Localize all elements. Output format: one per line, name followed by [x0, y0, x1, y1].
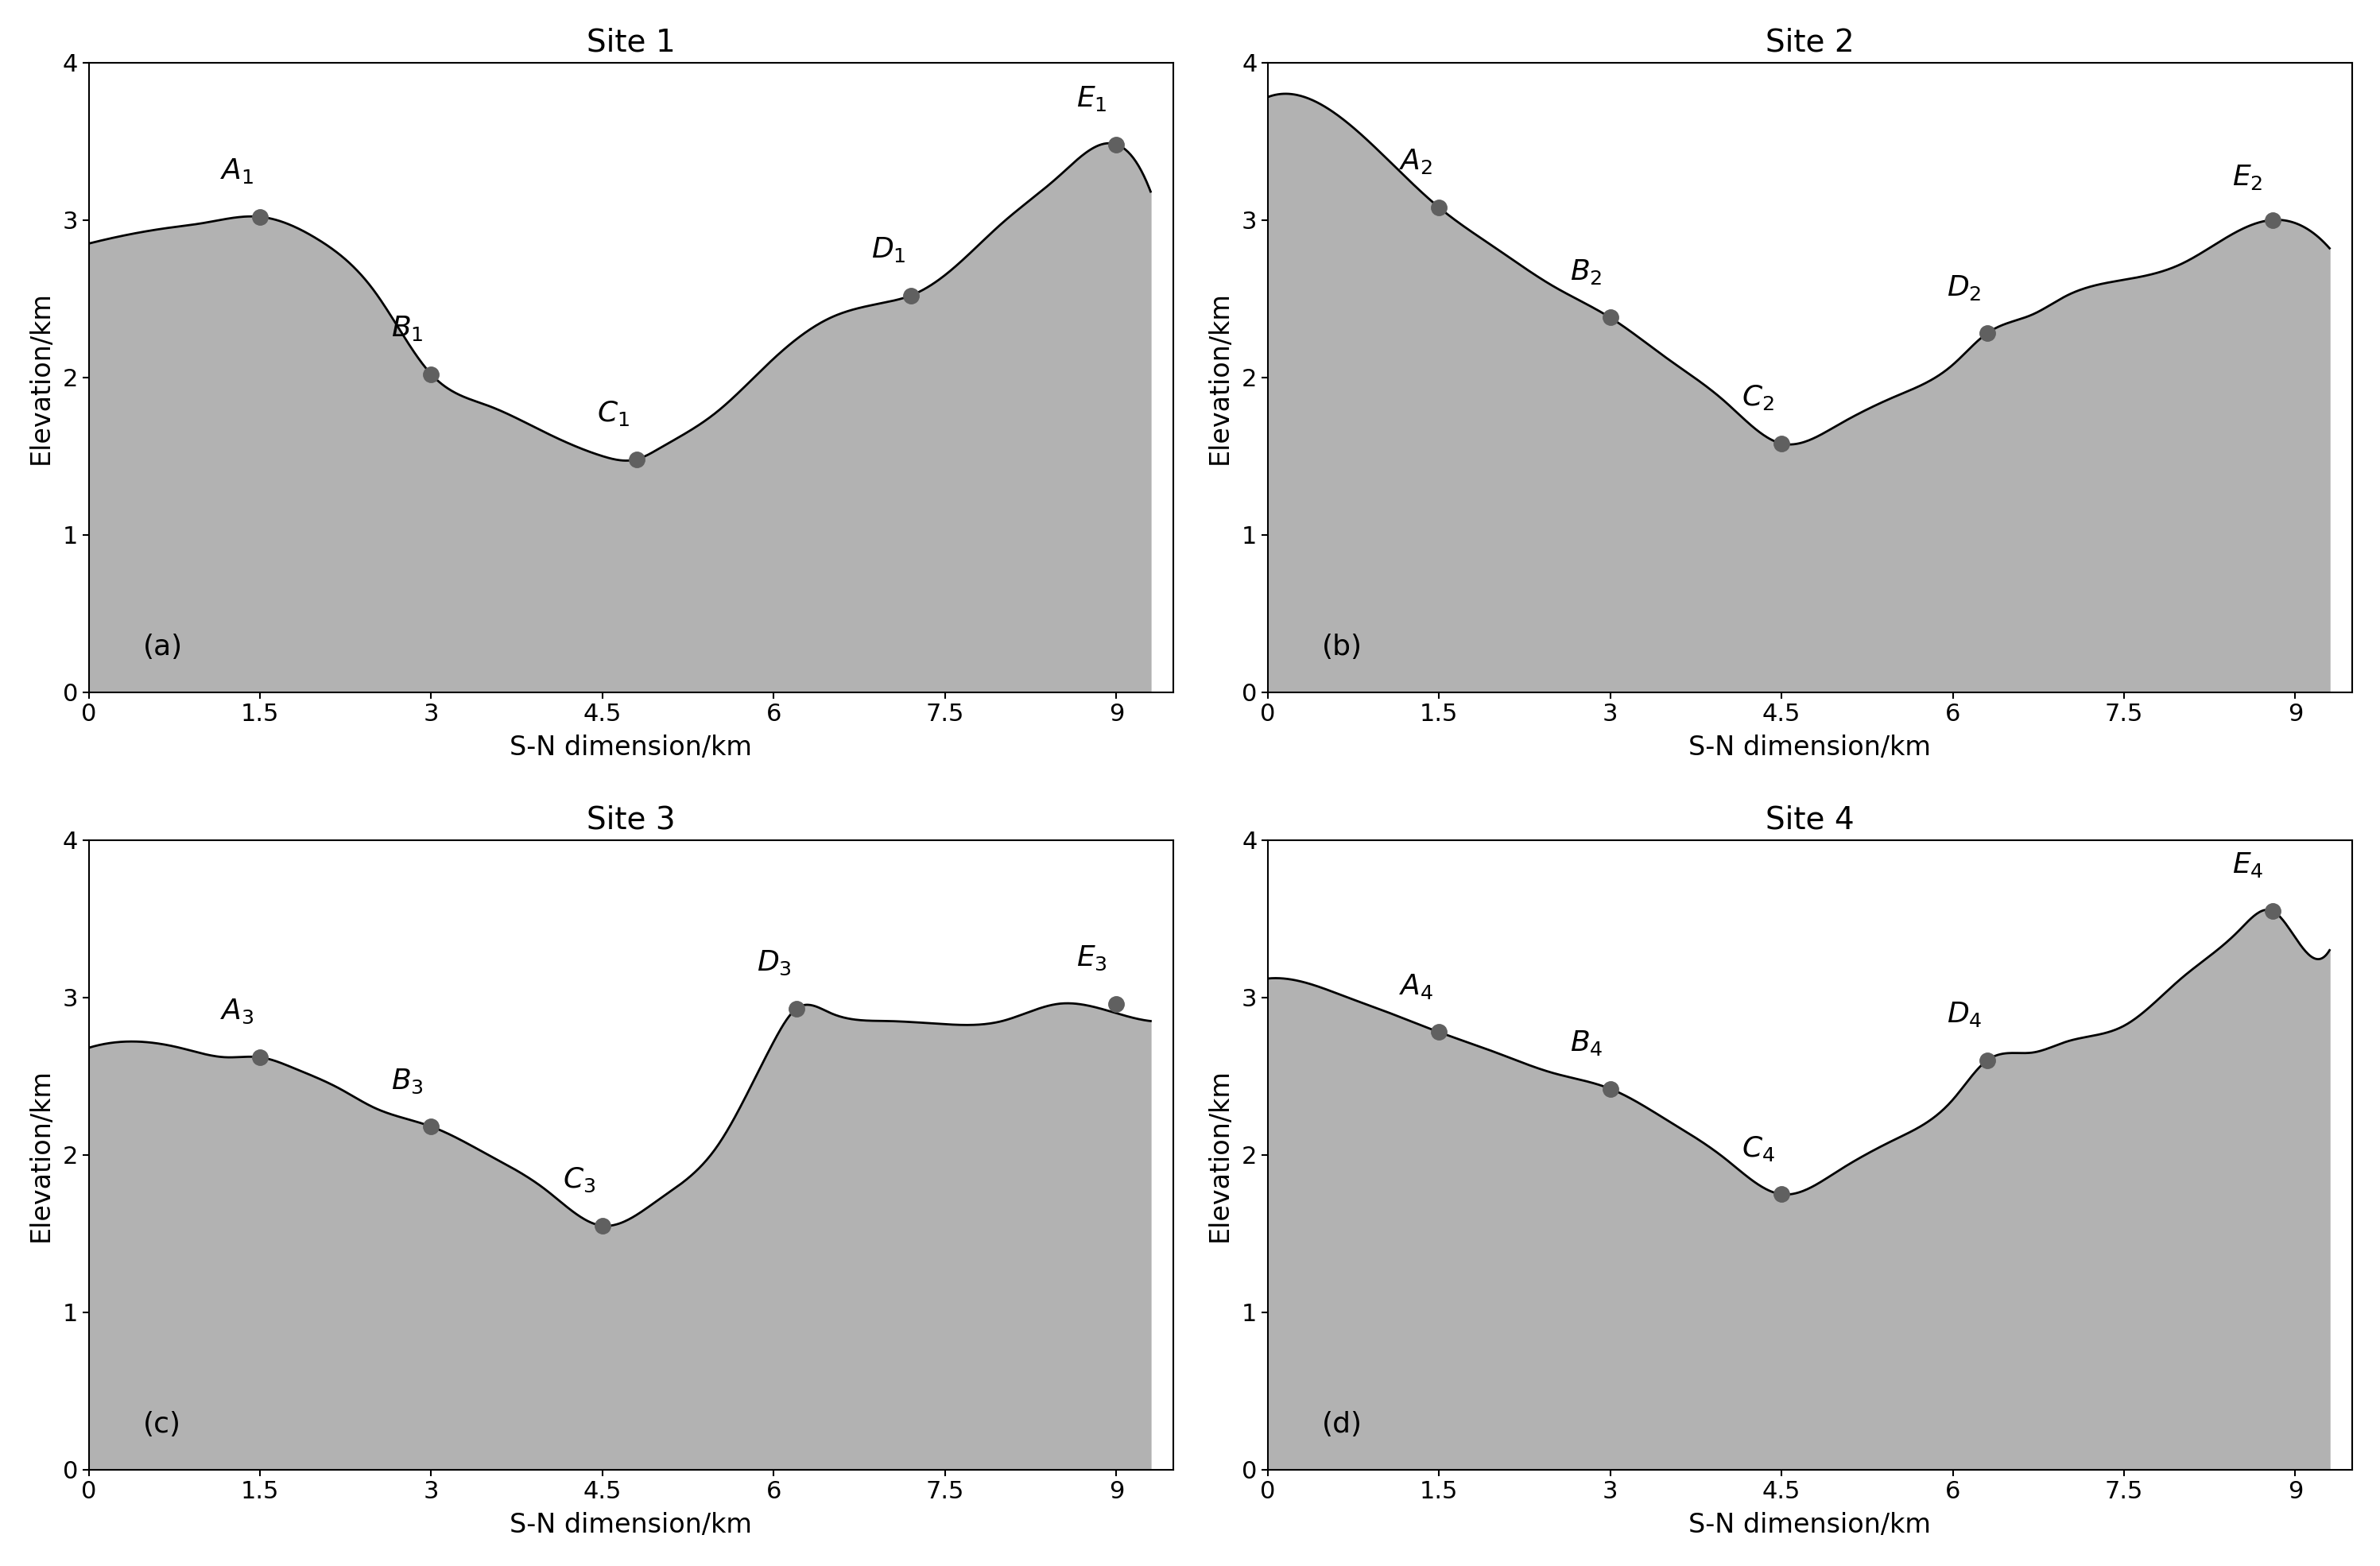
X-axis label: S-N dimension/km: S-N dimension/km	[1690, 1513, 1930, 1538]
Text: $E_{1}$: $E_{1}$	[1076, 85, 1107, 113]
Text: $D_{2}$: $D_{2}$	[1947, 272, 1983, 302]
Text: $C_{1}$: $C_{1}$	[597, 399, 628, 428]
Y-axis label: Elevation/km: Elevation/km	[29, 291, 55, 464]
Text: $A_{4}$: $A_{4}$	[1399, 972, 1433, 1001]
Text: $B_{1}$: $B_{1}$	[390, 315, 424, 343]
X-axis label: S-N dimension/km: S-N dimension/km	[509, 1513, 752, 1538]
Text: $B_{2}$: $B_{2}$	[1571, 257, 1602, 287]
Title: Site 2: Site 2	[1766, 28, 1854, 58]
X-axis label: S-N dimension/km: S-N dimension/km	[509, 734, 752, 761]
Title: Site 3: Site 3	[588, 805, 676, 835]
Text: $C_{3}$: $C_{3}$	[562, 1167, 595, 1195]
Text: $A_{1}$: $A_{1}$	[219, 157, 255, 185]
Text: (b): (b)	[1321, 634, 1361, 661]
X-axis label: S-N dimension/km: S-N dimension/km	[1690, 734, 1930, 761]
Text: (d): (d)	[1321, 1411, 1361, 1438]
Title: Site 1: Site 1	[585, 28, 676, 58]
Text: $D_{1}$: $D_{1}$	[871, 235, 904, 265]
Text: (a): (a)	[143, 634, 183, 661]
Text: $B_{4}$: $B_{4}$	[1571, 1029, 1604, 1057]
Text: $A_{2}$: $A_{2}$	[1399, 147, 1433, 175]
Text: $E_{3}$: $E_{3}$	[1076, 944, 1107, 972]
Text: $D_{3}$: $D_{3}$	[757, 949, 793, 977]
Text: $A_{3}$: $A_{3}$	[219, 998, 255, 1026]
Text: $E_{4}$: $E_{4}$	[2232, 850, 2263, 880]
Text: $D_{4}$: $D_{4}$	[1947, 1001, 1983, 1029]
Text: $E_{2}$: $E_{2}$	[2232, 163, 2263, 191]
Text: (c): (c)	[143, 1411, 181, 1438]
Y-axis label: Elevation/km: Elevation/km	[29, 1068, 55, 1242]
Title: Site 4: Site 4	[1766, 805, 1854, 835]
Text: $B_{3}$: $B_{3}$	[390, 1066, 424, 1095]
Text: $C_{2}$: $C_{2}$	[1742, 384, 1773, 412]
Text: $C_{4}$: $C_{4}$	[1742, 1134, 1775, 1162]
Y-axis label: Elevation/km: Elevation/km	[1207, 1068, 1233, 1242]
Y-axis label: Elevation/km: Elevation/km	[1207, 291, 1233, 464]
